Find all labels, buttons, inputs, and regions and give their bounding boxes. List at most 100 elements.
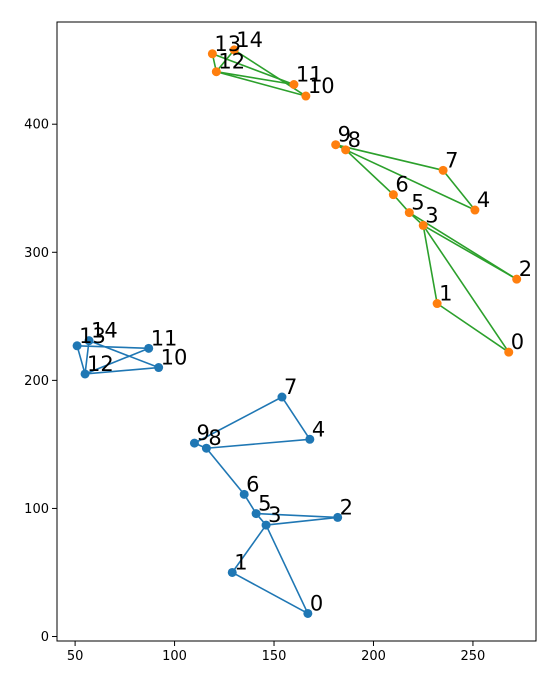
y-tick-label: 400 [24,118,49,133]
point-label-1-9: 9 [338,123,351,147]
edge-1-12-11 [216,70,295,86]
edge-0-13-12 [76,345,86,375]
point-0-1 [227,567,237,577]
point-label-0-8: 8 [208,426,221,450]
point-0-9 [189,438,199,448]
edge-0-4-7 [281,396,311,440]
point-label-0-10: 10 [161,346,188,370]
point-0-2 [333,512,343,522]
edge-0-6-8 [205,447,245,495]
edge-layer [76,49,518,615]
plot-frame [56,21,537,642]
edge-1-0-1 [436,302,510,353]
point-1-2 [512,274,522,284]
x-tick-label: 200 [361,649,386,664]
point-layer [72,45,522,618]
point-label-0-5: 5 [258,492,271,516]
point-label-1-10: 10 [308,74,335,98]
point-1-14 [229,45,239,55]
edge-0-3-0 [265,524,309,614]
point-1-7 [438,165,448,175]
point-0-10 [154,363,164,373]
edge-0-8-4 [206,438,310,450]
point-0-5 [251,509,261,519]
y-tick-label: 200 [24,374,49,389]
point-label-0-12: 12 [87,352,114,376]
point-label-1-13: 13 [214,32,241,56]
point-1-1 [432,299,442,309]
point-1-5 [404,208,414,218]
y-tick-label: 0 [41,630,49,645]
point-label-1-11: 11 [296,63,323,87]
point-1-6 [388,190,398,200]
point-0-13 [72,341,82,351]
point-label-1-7: 7 [445,148,458,172]
point-label-1-2: 2 [519,257,532,281]
point-0-12 [80,369,90,379]
point-label-0-14: 14 [91,319,118,343]
edge-1-6-8 [345,149,394,196]
x-tick-label: 250 [461,649,486,664]
x-axis: 50 100 150 200 250 [67,641,486,664]
point-1-12 [211,67,221,77]
point-1-4 [470,205,480,215]
point-label-1-14: 14 [236,28,263,52]
edge-0-0-1 [231,571,309,615]
x-tick-label: 150 [262,649,287,664]
edge-1-10-12 [216,70,307,97]
point-0-14 [84,336,94,346]
point-label-1-3: 3 [425,203,438,227]
y-tick-label: 300 [24,246,49,261]
point-label-0-9: 9 [196,421,209,445]
point-label-1-6: 6 [395,173,408,197]
point-1-9 [331,140,341,150]
edge-0-5-2 [256,512,338,519]
point-1-0 [504,347,514,357]
x-tick-label: 100 [162,649,187,664]
point-label-0-4: 4 [312,417,325,441]
point-label-0-13: 13 [79,324,106,348]
point-0-3 [261,520,271,530]
point-0-0 [303,608,313,618]
point-label-0-7: 7 [284,375,297,399]
edge-1-12-14 [215,49,235,73]
point-label-0-2: 2 [340,495,353,519]
edge-1-7-9 [335,143,444,172]
point-0-6 [239,489,249,499]
point-1-3 [418,220,428,230]
edge-0-1-3 [231,524,267,573]
point-1-11 [289,80,299,90]
point-label-0-1: 1 [234,550,247,574]
point-0-7 [277,392,287,402]
edge-1-4-7 [442,169,476,211]
point-1-8 [341,145,351,155]
point-label-1-5: 5 [411,191,424,215]
point-label-1-8: 8 [348,128,361,152]
edge-1-3-0 [422,224,510,353]
edge-0-11-13 [77,344,149,350]
edge-0-14-10 [88,339,159,369]
point-label-0-6: 6 [246,472,259,496]
edge-0-7-9 [194,396,283,444]
point-label-0-11: 11 [151,326,178,350]
point-1-10 [301,91,311,101]
y-axis: 0 100 200 300 400 [24,118,57,645]
point-1-13 [207,49,217,59]
point-label-1-0: 0 [511,330,524,354]
point-0-8 [201,443,211,453]
edge-1-8-4 [345,149,476,211]
y-tick-label: 100 [24,502,49,517]
point-label-1-1: 1 [439,282,452,306]
point-label-0-3: 3 [268,503,281,527]
x-tick-label: 50 [67,649,84,664]
point-0-4 [305,434,315,444]
point-label-1-4: 4 [477,188,490,212]
edge-0-12-11 [84,347,150,375]
edge-1-11-13 [212,53,295,86]
point-label-1-12: 12 [218,50,245,74]
point-label-0-0: 0 [310,591,323,615]
edge-0-2-3 [265,516,338,526]
point-0-11 [144,343,154,353]
